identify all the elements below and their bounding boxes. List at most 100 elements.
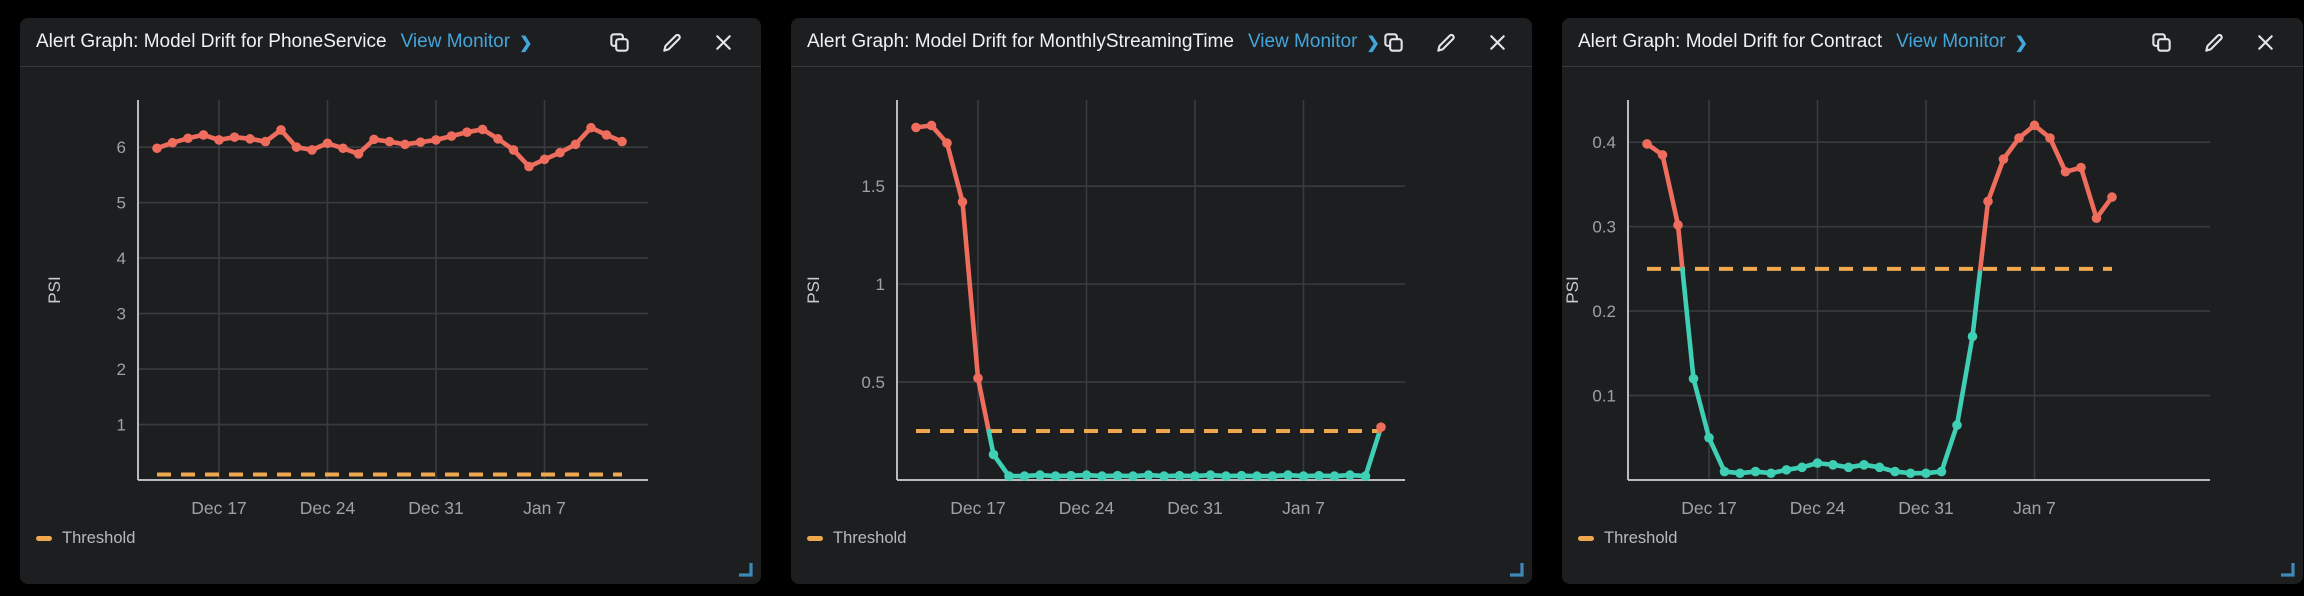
data-point bbox=[1983, 196, 1993, 207]
data-point bbox=[1143, 470, 1154, 480]
data-point bbox=[276, 125, 286, 135]
y-axis-title: PSI bbox=[804, 276, 823, 303]
copy-icon[interactable] bbox=[606, 29, 633, 56]
data-point bbox=[307, 145, 317, 155]
data-point bbox=[338, 143, 348, 154]
y-tick-label: 3 bbox=[117, 305, 126, 324]
data-point bbox=[1859, 460, 1869, 470]
data-point bbox=[167, 137, 178, 148]
legend-item-threshold[interactable]: Threshold bbox=[1562, 529, 2303, 548]
data-point bbox=[1936, 466, 1947, 477]
panel-header: Alert Graph: Model Drift for Contract Vi… bbox=[1562, 18, 2303, 67]
data-point bbox=[2045, 133, 2055, 143]
y-tick-label: 0.4 bbox=[1592, 133, 1616, 152]
panel-title: Alert Graph: Model Drift for Contract bbox=[1578, 31, 1883, 52]
data-point bbox=[1735, 468, 1745, 479]
x-tick-label: Dec 17 bbox=[191, 498, 246, 518]
legend-item-threshold[interactable]: Threshold bbox=[791, 529, 1532, 548]
x-tick-label: Dec 24 bbox=[1790, 498, 1846, 518]
data-point bbox=[1921, 468, 1931, 479]
copy-icon[interactable] bbox=[1380, 29, 1407, 56]
data-point bbox=[2107, 192, 2117, 202]
x-tick-label: Jan 7 bbox=[523, 498, 566, 518]
alert-graph-panel-monthlystreamingtime: Alert Graph: Model Drift for MonthlyStre… bbox=[791, 18, 1532, 584]
data-point bbox=[2014, 133, 2024, 143]
data-point bbox=[1097, 471, 1107, 481]
data-point bbox=[942, 138, 952, 148]
alert-graph-panel-phoneservice: Alert Graph: Model Drift for PhoneServic… bbox=[20, 18, 761, 584]
resize-handle-icon[interactable] bbox=[1507, 560, 1525, 578]
close-icon[interactable] bbox=[2252, 29, 2279, 56]
data-point bbox=[555, 147, 565, 158]
alert-graph-chart[interactable]: 1 2 3 4 5 6 Dec 17 Dec 24 Dec 31 Jan 7 PSI bbox=[20, 67, 761, 527]
panel-header: Alert Graph: Model Drift for PhoneServic… bbox=[20, 18, 761, 67]
data-point bbox=[988, 449, 999, 460]
y-tick-label: 0.2 bbox=[1592, 302, 1616, 321]
view-monitor-label: View Monitor bbox=[400, 31, 511, 52]
data-point bbox=[973, 373, 983, 383]
close-icon[interactable] bbox=[1484, 29, 1511, 56]
resize-handle-icon[interactable] bbox=[2278, 560, 2296, 578]
data-point bbox=[1952, 420, 1962, 430]
resize-handle-icon[interactable] bbox=[736, 560, 754, 578]
data-point bbox=[1812, 458, 1823, 468]
data-point bbox=[1267, 471, 1278, 481]
data-point bbox=[586, 122, 596, 133]
data-point bbox=[322, 138, 333, 149]
edit-icon[interactable] bbox=[658, 29, 685, 56]
y-axis-title: PSI bbox=[1563, 276, 1582, 303]
x-tick-label: Dec 17 bbox=[1681, 498, 1736, 518]
alert-graph-chart[interactable]: 0.5 1 1.5 Dec 17 Dec 24 Dec 31 Jan 7 PSI bbox=[791, 67, 1532, 527]
threshold-swatch-icon bbox=[807, 536, 823, 541]
data-point bbox=[229, 132, 240, 142]
data-point bbox=[1657, 150, 1668, 160]
data-point bbox=[601, 130, 612, 140]
data-point bbox=[1376, 422, 1386, 432]
x-tick-label: Dec 31 bbox=[1898, 498, 1953, 518]
data-point bbox=[1890, 466, 1900, 477]
view-monitor-link[interactable]: View Monitor ❯ bbox=[1896, 31, 2028, 53]
data-point bbox=[1905, 468, 1916, 479]
panel-title: Alert Graph: Model Drift for MonthlyStre… bbox=[807, 31, 1234, 52]
y-tick-label: 5 bbox=[117, 194, 126, 213]
view-monitor-label: View Monitor bbox=[1247, 31, 1358, 52]
legend-item-threshold[interactable]: Threshold bbox=[20, 529, 761, 548]
data-point bbox=[152, 143, 162, 154]
data-point bbox=[2029, 120, 2040, 131]
data-point bbox=[1019, 471, 1030, 481]
close-icon[interactable] bbox=[710, 29, 737, 56]
data-point bbox=[446, 131, 457, 141]
data-point bbox=[1781, 465, 1792, 475]
data-point bbox=[617, 136, 627, 147]
x-tick-label: Jan 7 bbox=[1282, 498, 1325, 518]
y-tick-label: 0.1 bbox=[1592, 387, 1616, 406]
data-point bbox=[524, 161, 534, 172]
data-point bbox=[400, 139, 410, 150]
data-point bbox=[477, 124, 488, 135]
alert-graph-panel-contract: Alert Graph: Model Drift for Contract Vi… bbox=[1562, 18, 2303, 584]
data-point bbox=[2091, 213, 2102, 224]
legend-label: Threshold bbox=[62, 529, 136, 547]
x-tick-label: Dec 31 bbox=[408, 498, 463, 518]
edit-icon[interactable] bbox=[2200, 29, 2227, 56]
data-point bbox=[1828, 460, 1838, 470]
drift-line bbox=[1644, 141, 1685, 272]
view-monitor-link[interactable]: View Monitor ❯ bbox=[1248, 31, 1380, 53]
x-tick-label: Jan 7 bbox=[2013, 498, 2056, 518]
chevron-right-icon: ❯ bbox=[2014, 35, 2028, 52]
data-point bbox=[462, 127, 472, 137]
y-axis-title: PSI bbox=[45, 276, 64, 303]
copy-icon[interactable] bbox=[2148, 29, 2175, 56]
panel-actions bbox=[1380, 29, 1511, 56]
view-monitor-label: View Monitor bbox=[1896, 31, 2006, 52]
panel-title: Alert Graph: Model Drift for PhoneServic… bbox=[36, 31, 387, 52]
threshold-swatch-icon bbox=[36, 536, 52, 541]
data-point bbox=[1797, 462, 1807, 473]
alert-graph-chart[interactable]: 0.1 0.2 0.3 0.4 Dec 17 Dec 24 Dec 31 Jan 7 PSI bbox=[1562, 67, 2303, 527]
data-point bbox=[291, 142, 302, 152]
edit-icon[interactable] bbox=[1432, 29, 1459, 56]
x-tick-label: Dec 24 bbox=[1059, 498, 1115, 518]
view-monitor-link[interactable]: View Monitor ❯ bbox=[401, 31, 533, 53]
data-point bbox=[1205, 470, 1216, 480]
dashboard: Alert Graph: Model Drift for PhoneServic… bbox=[20, 18, 2303, 584]
